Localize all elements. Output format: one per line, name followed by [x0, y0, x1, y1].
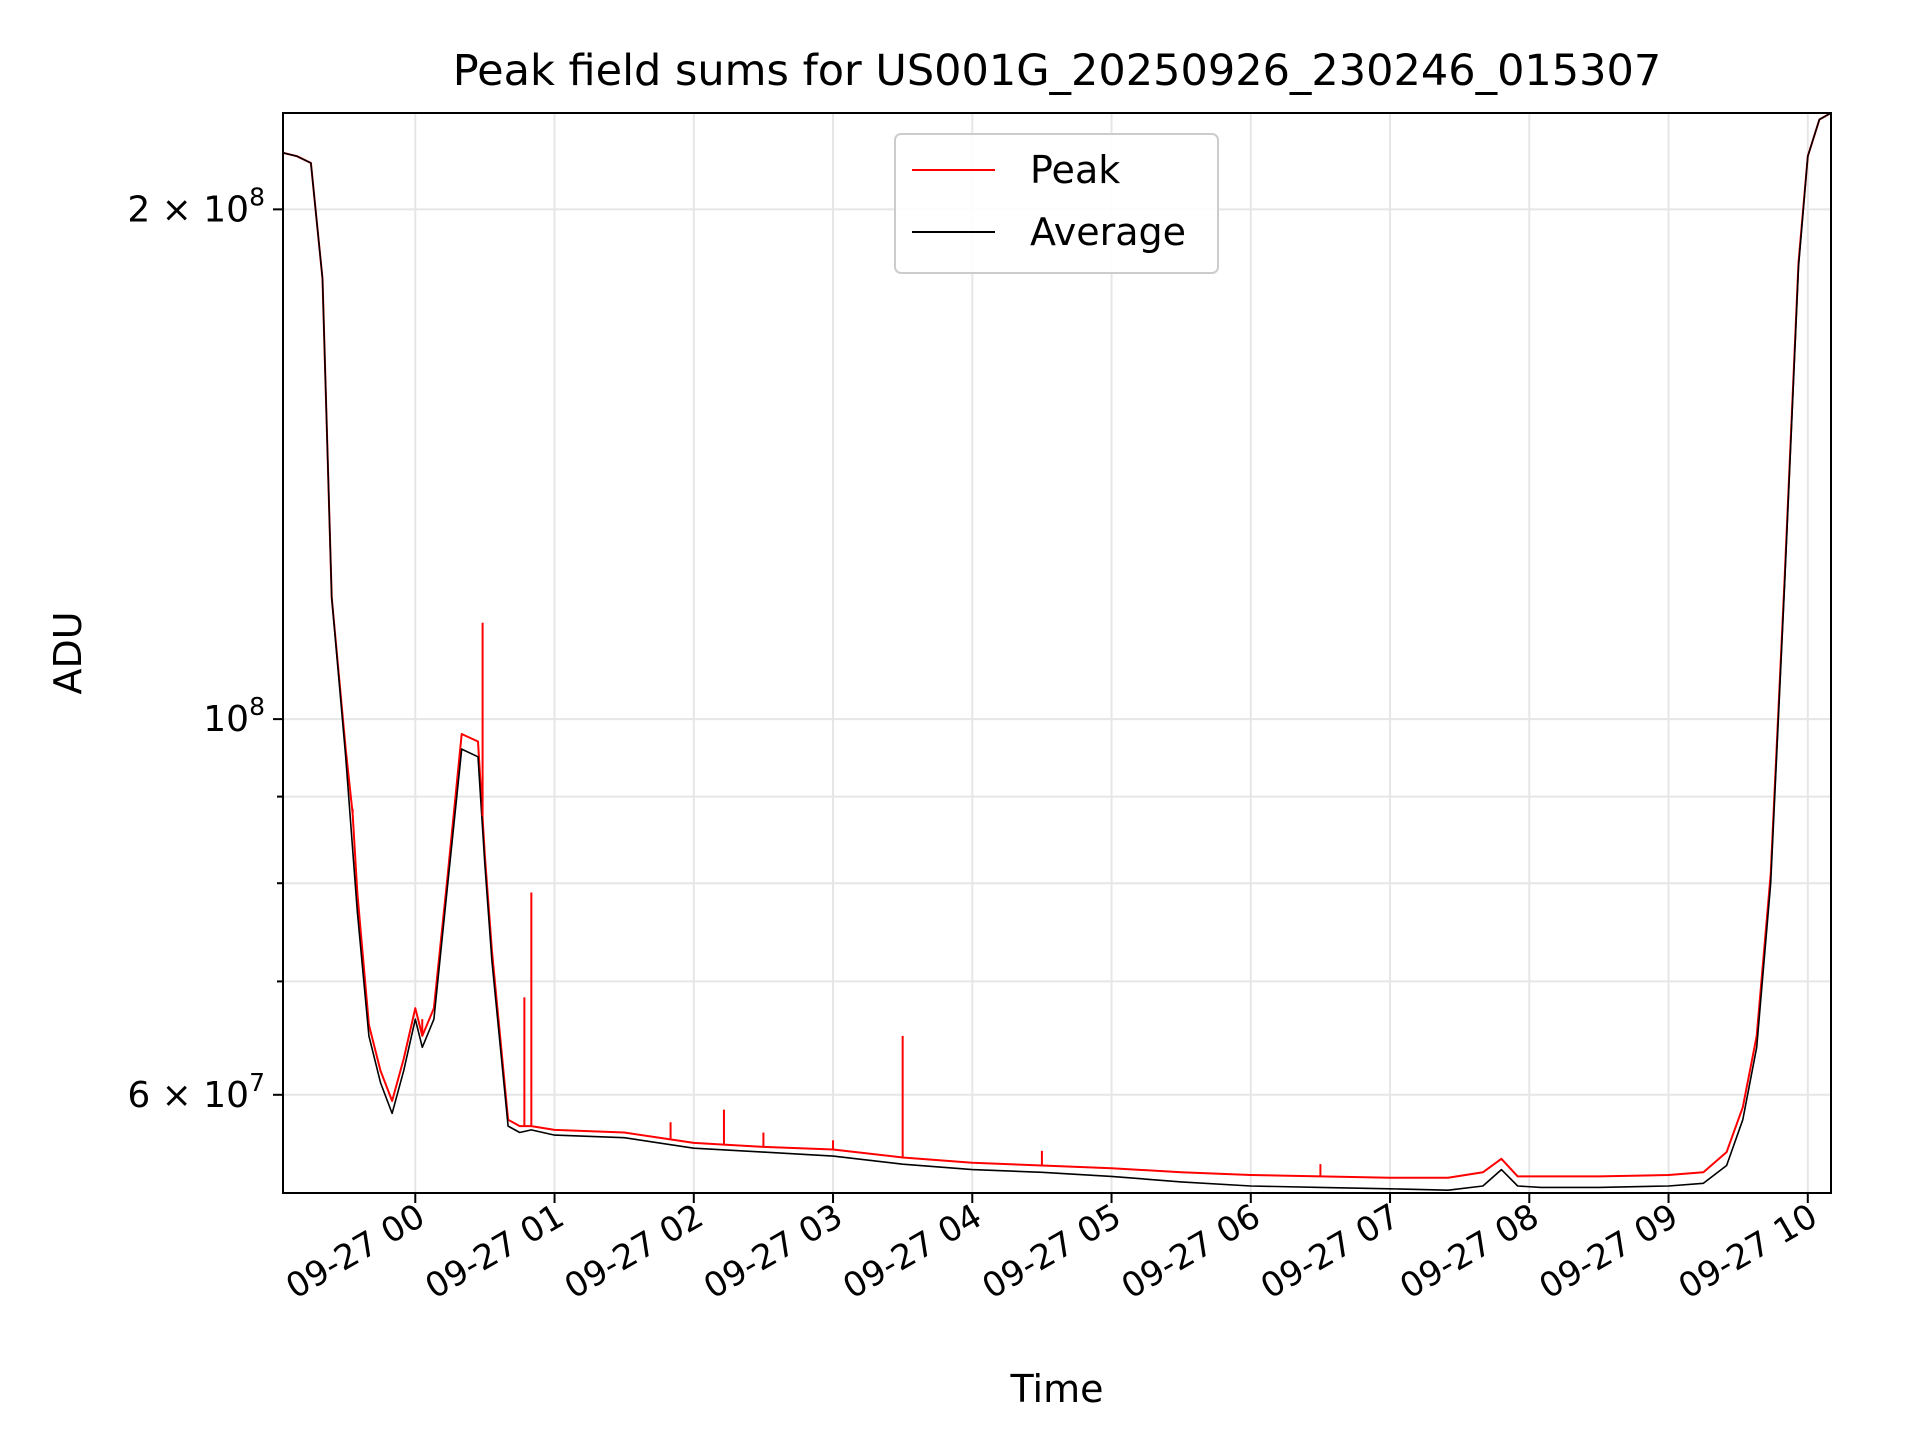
- chart-title: Peak field sums for US001G_20250926_2302…: [453, 46, 1661, 96]
- legend-average-label: Average: [1030, 210, 1186, 254]
- y-axis-label: ADU: [46, 611, 90, 694]
- legend: Peak Average: [894, 133, 1219, 274]
- y-tick-label: 6 × 107: [127, 1068, 265, 1116]
- series-line-peak: [283, 113, 1831, 1179]
- x-axis-label: Time: [1010, 1367, 1104, 1411]
- legend-peak-label: Peak: [1030, 148, 1120, 192]
- series-layer: [283, 113, 1831, 1191]
- series-line-average: [283, 113, 1831, 1191]
- grid: [283, 113, 1831, 1193]
- plot-frame: [282, 112, 1832, 1194]
- y-tick-label: 108: [203, 692, 265, 740]
- legend-frame: [894, 133, 1219, 274]
- y-tick-label: 2 × 108: [127, 182, 265, 230]
